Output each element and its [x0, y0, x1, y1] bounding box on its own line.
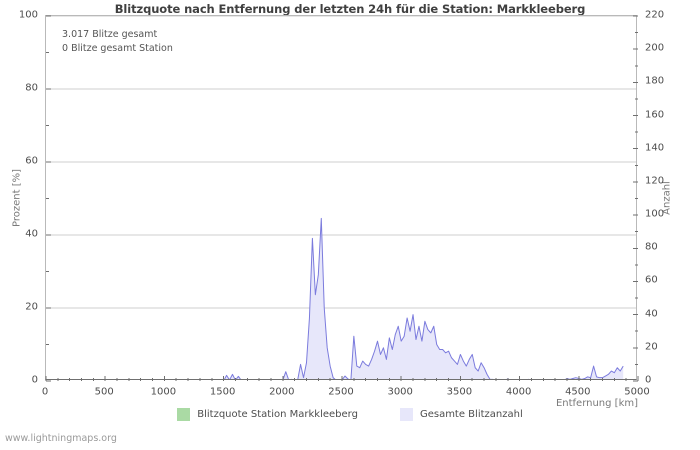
x-tick-label: 0 [41, 386, 49, 398]
y-tick-label-left: 40 [25, 228, 38, 240]
y-axis-label-left: Prozent [%] [11, 168, 23, 228]
footer-url: www.lightningmaps.org [5, 433, 117, 444]
y-tick-label-right: 60 [645, 274, 658, 286]
x-axis-label: Entfernung [km] [555, 398, 638, 409]
x-tick-label: 4000 [505, 386, 532, 398]
x-tick-label: 2500 [328, 386, 354, 398]
y-tick-label-right: 160 [645, 109, 665, 121]
y-tick-label-right: 40 [645, 308, 658, 320]
y-tick-label-right: 100 [645, 208, 665, 220]
y-tick-label-right: 140 [645, 142, 665, 154]
y-tick-label-left: 0 [31, 374, 38, 386]
x-tick-label: 2000 [269, 386, 295, 398]
x-tick-label: 4500 [565, 386, 591, 398]
annotation-total: 3.017 Blitze gesamt [62, 29, 158, 40]
chart-title: Blitzquote nach Entfernung der letzten 2… [114, 2, 586, 16]
y-tick-label-right: 80 [645, 241, 658, 253]
chart-legend: Blitzquote Station Markkleeberg Gesamte … [0, 408, 700, 421]
y-tick-label-right: 20 [645, 341, 658, 353]
x-tick-label: 3000 [387, 386, 413, 398]
legend-label-blitzquote-station: Blitzquote Station Markkleeberg [197, 409, 358, 420]
y-tick-label-right: 0 [645, 374, 652, 386]
x-tick-label: 5000 [624, 386, 650, 398]
x-tick-label: 3500 [446, 386, 473, 398]
y-tick-label-right: 200 [645, 42, 665, 54]
y-tick-label-right: 220 [645, 9, 665, 21]
data-series-gesamte-blitzanzahl [224, 217, 624, 379]
plot-inner [46, 16, 636, 379]
legend-swatch-green [177, 408, 191, 421]
y-tick-label-left: 100 [18, 9, 38, 21]
y-tick-label-left: 60 [25, 155, 38, 167]
legend-swatch-lavender [399, 408, 413, 421]
gridlines [46, 16, 636, 309]
y-tick-label-left: 20 [25, 301, 38, 313]
x-tick-label: 1000 [150, 386, 177, 398]
legend-label-gesamte-blitzanzahl: Gesamte Blitzanzahl [419, 409, 523, 420]
y-tick-label-right: 120 [645, 175, 665, 187]
legend-item-blitzquote-station: Blitzquote Station Markkleeberg [177, 408, 358, 421]
x-tick-label: 1500 [209, 386, 236, 398]
y-tick-label-left: 80 [25, 82, 38, 94]
legend-item-gesamte-blitzanzahl: Gesamte Blitzanzahl [399, 408, 523, 421]
annotation-block: 3.017 Blitze gesamt 0 Blitze gesamt Stat… [62, 28, 173, 56]
x-tick-label: 500 [94, 386, 114, 398]
y-tick-label-right: 180 [645, 75, 665, 87]
annotation-station: 0 Blitze gesamt Station [62, 43, 173, 54]
plot-area: 3.017 Blitze gesamt 0 Blitze gesamt Stat… [12, 15, 673, 409]
